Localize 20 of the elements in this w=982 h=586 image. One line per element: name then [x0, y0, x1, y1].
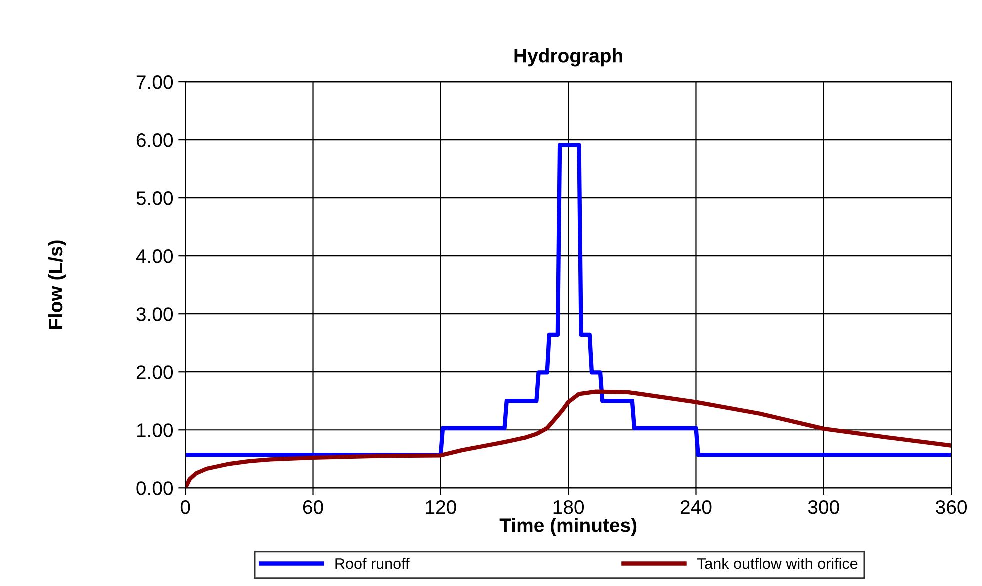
- x-tick-label: 360: [936, 500, 968, 514]
- chart-title: Hydrograph: [514, 48, 622, 67]
- y-axis-title: Flow (L/s): [48, 240, 67, 330]
- y-tick-label: 3.00: [136, 308, 174, 322]
- y-tick-label: 6.00: [136, 134, 174, 148]
- legend-label: Tank outflow with orifice: [697, 558, 858, 570]
- x-tick-label: 120: [426, 500, 456, 514]
- x-tick-label: 300: [808, 500, 840, 514]
- x-tick-label: 240: [680, 500, 712, 514]
- x-tick-label: 180: [554, 500, 584, 514]
- x-axis-title: Time (minutes): [500, 518, 637, 536]
- legend-label: Roof runoff: [336, 558, 410, 570]
- y-tick-label: 2.00: [136, 366, 174, 380]
- y-tick-label: 7.00: [136, 76, 174, 90]
- x-tick-label: 60: [303, 500, 324, 514]
- y-tick-label: 1.00: [137, 424, 174, 438]
- y-tick-label: 4.00: [136, 250, 174, 264]
- x-tick-label: 0: [180, 500, 190, 514]
- y-tick-label: 5.00: [136, 192, 174, 206]
- y-tick-label: 0.00: [136, 482, 174, 496]
